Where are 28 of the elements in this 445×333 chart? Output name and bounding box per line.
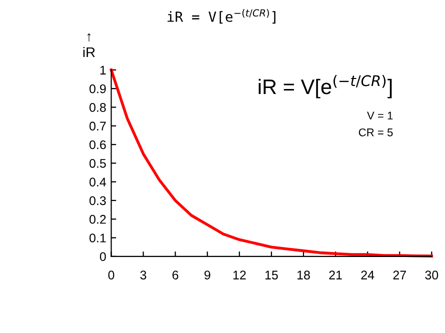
annotation: V = 1 xyxy=(366,112,393,120)
y-tick-label: 0.1 xyxy=(90,234,106,242)
y-tick-label: 0.2 xyxy=(90,214,106,224)
y-axis-title: ↑ iR xyxy=(83,33,95,58)
x-tick-label: 21 xyxy=(329,270,342,280)
chart-title: iR = V[e$^{−(t/CR)}$] xyxy=(168,9,276,24)
y-tick-label: 0.3 xyxy=(90,196,106,206)
annotation: CR = 5 xyxy=(358,128,393,136)
x-tick-label: 27 xyxy=(393,270,406,280)
annotation: iR = V[e$^{(−t/CR)}$] xyxy=(258,74,392,98)
x-tick-label: 24 xyxy=(361,270,374,280)
x-tick-label: 15 xyxy=(265,270,278,280)
x-tick-label: 3 xyxy=(140,270,146,280)
x-tick-label: 6 xyxy=(172,270,178,280)
y-tick-label: 0.8 xyxy=(90,103,106,112)
x-tick-label: 30 xyxy=(425,270,438,280)
line-series xyxy=(110,68,434,258)
y-tick-label: 0.9 xyxy=(90,84,106,94)
x-tick-label: 0 xyxy=(108,270,114,280)
y-tick-label: 0.6 xyxy=(90,140,106,150)
x-tick-label: 12 xyxy=(233,270,246,280)
x-tick-label: 9 xyxy=(204,270,210,280)
y-tick-label: 0.7 xyxy=(90,122,106,131)
y-tick-label: 0 xyxy=(100,252,106,262)
y-tick-label: 1 xyxy=(100,66,106,74)
x-tick-label: 18 xyxy=(297,270,310,280)
y-tick-label: 0.5 xyxy=(90,158,106,168)
y-tick-label: 0.4 xyxy=(90,178,106,186)
